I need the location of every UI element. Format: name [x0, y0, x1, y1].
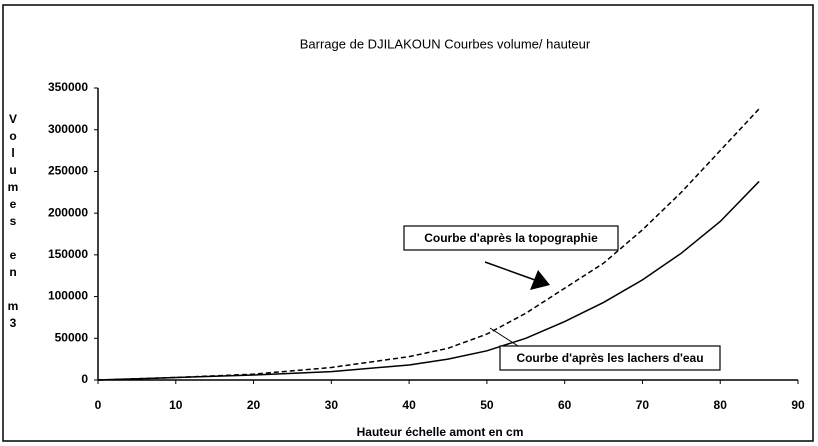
y-tick-label: 350000	[48, 80, 88, 94]
x-tick-label: 30	[325, 398, 339, 412]
y-tick-label: 300000	[48, 122, 88, 136]
x-tick-label: 50	[480, 398, 494, 412]
y-axis-label: Volumes en m3	[6, 112, 20, 333]
chart-title: Barrage de DJILAKOUN Courbes volume/ hau…	[300, 36, 591, 51]
annotation-box	[403, 225, 619, 251]
x-tick-label: 10	[169, 398, 183, 412]
frame	[2, 4, 814, 442]
y-tick-label: 50000	[55, 330, 89, 344]
x-tick-label: 0	[95, 398, 102, 412]
arrow-head	[530, 270, 550, 290]
x-tick-label: 70	[636, 398, 650, 412]
line-series	[97, 108, 760, 381]
annotation-box	[499, 345, 721, 371]
series-label: Courbe d'après les lachers d'eau	[516, 351, 703, 365]
series-label: Courbe d'après la topographie	[424, 231, 598, 245]
x-tick-label: 80	[714, 398, 728, 412]
x-tick-label: 20	[247, 398, 261, 412]
x-tick-label: 40	[402, 398, 416, 412]
annotation-pointer	[489, 327, 519, 347]
y-tick-label: 100000	[48, 289, 88, 303]
y-tick-label: 0	[81, 372, 88, 386]
x-tick-label: 60	[558, 398, 572, 412]
x-tick-label: 90	[791, 398, 805, 412]
y-tick-label: 150000	[48, 247, 88, 261]
y-tick-label: 200000	[48, 205, 88, 219]
annotation-arrow	[484, 261, 536, 281]
x-axis-label: Hauteur échelle amont en cm	[357, 425, 524, 439]
y-tick-label: 250000	[48, 164, 88, 178]
line-series	[97, 180, 760, 381]
